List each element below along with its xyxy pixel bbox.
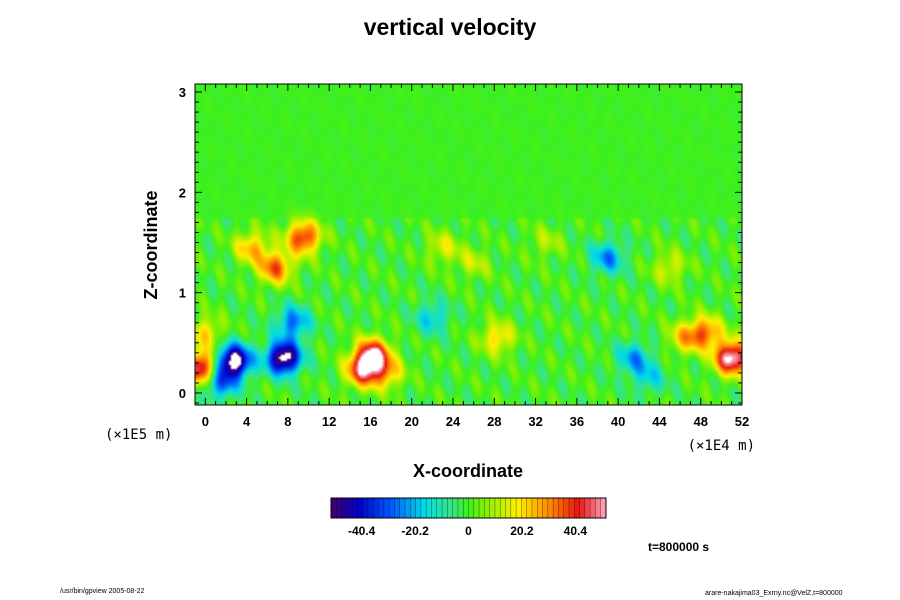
- colorbar-ticks: -40.4 -20.2 0 20.2 40.4: [330, 497, 607, 538]
- x-tick-label: 4: [243, 414, 251, 429]
- y-axis-ticks: 0 1 2 3: [179, 85, 742, 404]
- y-axis-title: Z-coordinate: [141, 190, 161, 299]
- x-tick-label: 0: [202, 414, 209, 429]
- colorbar-tick-label: 0: [465, 524, 472, 538]
- y-axis-unit: (×1E5 m): [105, 427, 172, 443]
- time-label: t=800000 s: [648, 540, 710, 554]
- x-tick-label: 8: [284, 414, 291, 429]
- x-tick-label: 28: [487, 414, 501, 429]
- footer-left: /usr/bin/gpview 2005-08-22: [60, 588, 145, 595]
- colorbar-tick-label: -20.2: [401, 524, 429, 538]
- x-tick-label: 32: [528, 414, 542, 429]
- colorbar-frame: [330, 497, 607, 519]
- velocity-heatmap: [195, 84, 742, 405]
- x-tick-label: 44: [652, 414, 667, 429]
- x-axis-ticks: 0 4 8 12 16 20 24 28 32 36 40 44 48 52: [194, 84, 749, 429]
- x-tick-label: 20: [405, 414, 419, 429]
- x-tick-label: 36: [570, 414, 584, 429]
- chart-title: vertical velocity: [363, 14, 537, 40]
- y-tick-label: 1: [179, 286, 186, 301]
- y-tick-label: 3: [179, 85, 186, 100]
- colorbar-tick-label: -40.4: [348, 524, 376, 538]
- colorbar-tick-label: 20.2: [510, 524, 534, 538]
- x-tick-label: 24: [446, 414, 461, 429]
- x-axis-title: X-coordinate: [413, 461, 523, 481]
- x-axis-unit: (×1E4 m): [688, 438, 755, 454]
- footer-right: arare-nakajima03_Exrny.nc@VelZ,t=800000: [705, 590, 843, 597]
- x-tick-label: 12: [322, 414, 336, 429]
- x-tick-label: 52: [735, 414, 749, 429]
- x-tick-label: 48: [693, 414, 707, 429]
- plot-frame: [194, 83, 743, 406]
- y-tick-label: 0: [179, 386, 186, 401]
- colorbar-tick-label: 40.4: [564, 524, 588, 538]
- x-tick-label: 16: [363, 414, 377, 429]
- y-tick-label: 2: [179, 185, 186, 200]
- x-tick-label: 40: [611, 414, 625, 429]
